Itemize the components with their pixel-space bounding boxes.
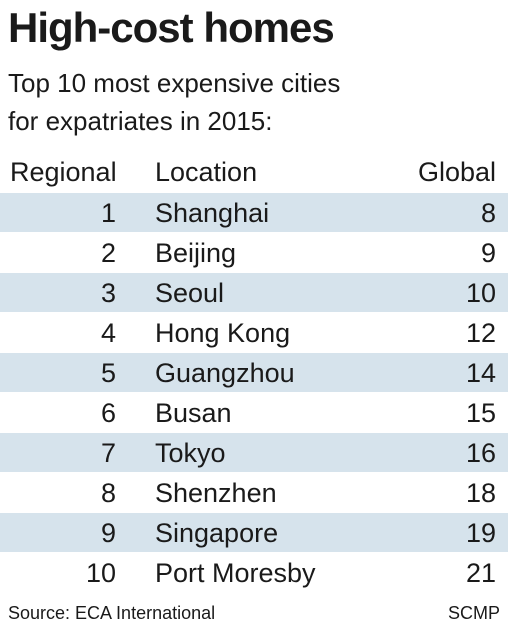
cell-regional-rank: 9 <box>100 518 116 548</box>
cell-location: Port Moresby <box>155 558 316 588</box>
table-row: 1 Shanghai 8 <box>0 192 508 232</box>
cell-global-rank: 19 <box>465 518 496 548</box>
column-header-regional: Regional <box>10 157 117 187</box>
cell-global-rank: 9 <box>480 238 496 268</box>
cell-location: Busan <box>155 398 232 428</box>
cell-location: Seoul <box>155 278 225 308</box>
cell-regional-rank: 6 <box>100 398 116 428</box>
cell-global-rank: 16 <box>465 438 496 468</box>
chart-subtitle-line-2: for expatriates in 2015: <box>8 106 273 136</box>
ranking-table: Regional Location Global 1 Shanghai 8 2 Beij… <box>0 152 508 592</box>
cell-global-rank: 18 <box>465 478 496 508</box>
table-body: 1 Shanghai 8 2 Beijing 9 3 Seoul 10 4 Hong Kong 12 5… <box>0 192 508 592</box>
cell-location: Shenzhen <box>155 478 277 508</box>
cell-location: Beijing <box>155 238 237 268</box>
column-header-location: Location <box>155 157 258 187</box>
cell-global-rank: 14 <box>465 358 496 388</box>
cell-global-rank: 8 <box>480 198 496 228</box>
chart-title: High-cost homes <box>8 4 335 51</box>
cell-global-rank: 15 <box>465 398 496 428</box>
cell-regional-rank: 7 <box>100 438 116 468</box>
table-row: 5 Guangzhou 14 <box>0 352 508 392</box>
cell-regional-rank: 1 <box>100 198 116 228</box>
credit-label: SCMP <box>447 603 500 623</box>
cell-regional-rank: 2 <box>100 238 116 268</box>
cell-regional-rank: 4 <box>100 318 116 348</box>
cell-location: Singapore <box>155 518 279 548</box>
cell-regional-rank: 8 <box>100 478 116 508</box>
cell-regional-rank: 10 <box>85 558 116 588</box>
cell-location: Hong Kong <box>155 318 291 348</box>
cell-global-rank: 12 <box>465 318 496 348</box>
cell-location: Tokyo <box>155 438 226 468</box>
cell-global-rank: 10 <box>465 278 496 308</box>
chart-subtitle-line-1: Top 10 most expensive cities <box>8 68 341 98</box>
table-row: 6 Busan 15 <box>0 392 508 432</box>
cell-regional-rank: 5 <box>100 358 116 388</box>
cell-global-rank: 21 <box>465 558 496 588</box>
table-row: 10 Port Moresby 21 <box>0 552 508 592</box>
cell-location: Shanghai <box>155 198 270 228</box>
cell-location: Guangzhou <box>155 358 295 388</box>
table-row: 8 Shenzhen 18 <box>0 472 508 512</box>
column-header-global: Global <box>417 157 496 187</box>
table-row: 3 Seoul 10 <box>0 272 508 312</box>
table-row: 4 Hong Kong 12 <box>0 312 508 352</box>
table-header-row: Regional Location Global <box>0 152 508 192</box>
source-note: Source: ECA International <box>8 603 216 623</box>
cell-regional-rank: 3 <box>100 278 116 308</box>
table-row: 9 Singapore 19 <box>0 512 508 552</box>
table-row: 7 Tokyo 16 <box>0 432 508 472</box>
table-row: 2 Beijing 9 <box>0 232 508 272</box>
